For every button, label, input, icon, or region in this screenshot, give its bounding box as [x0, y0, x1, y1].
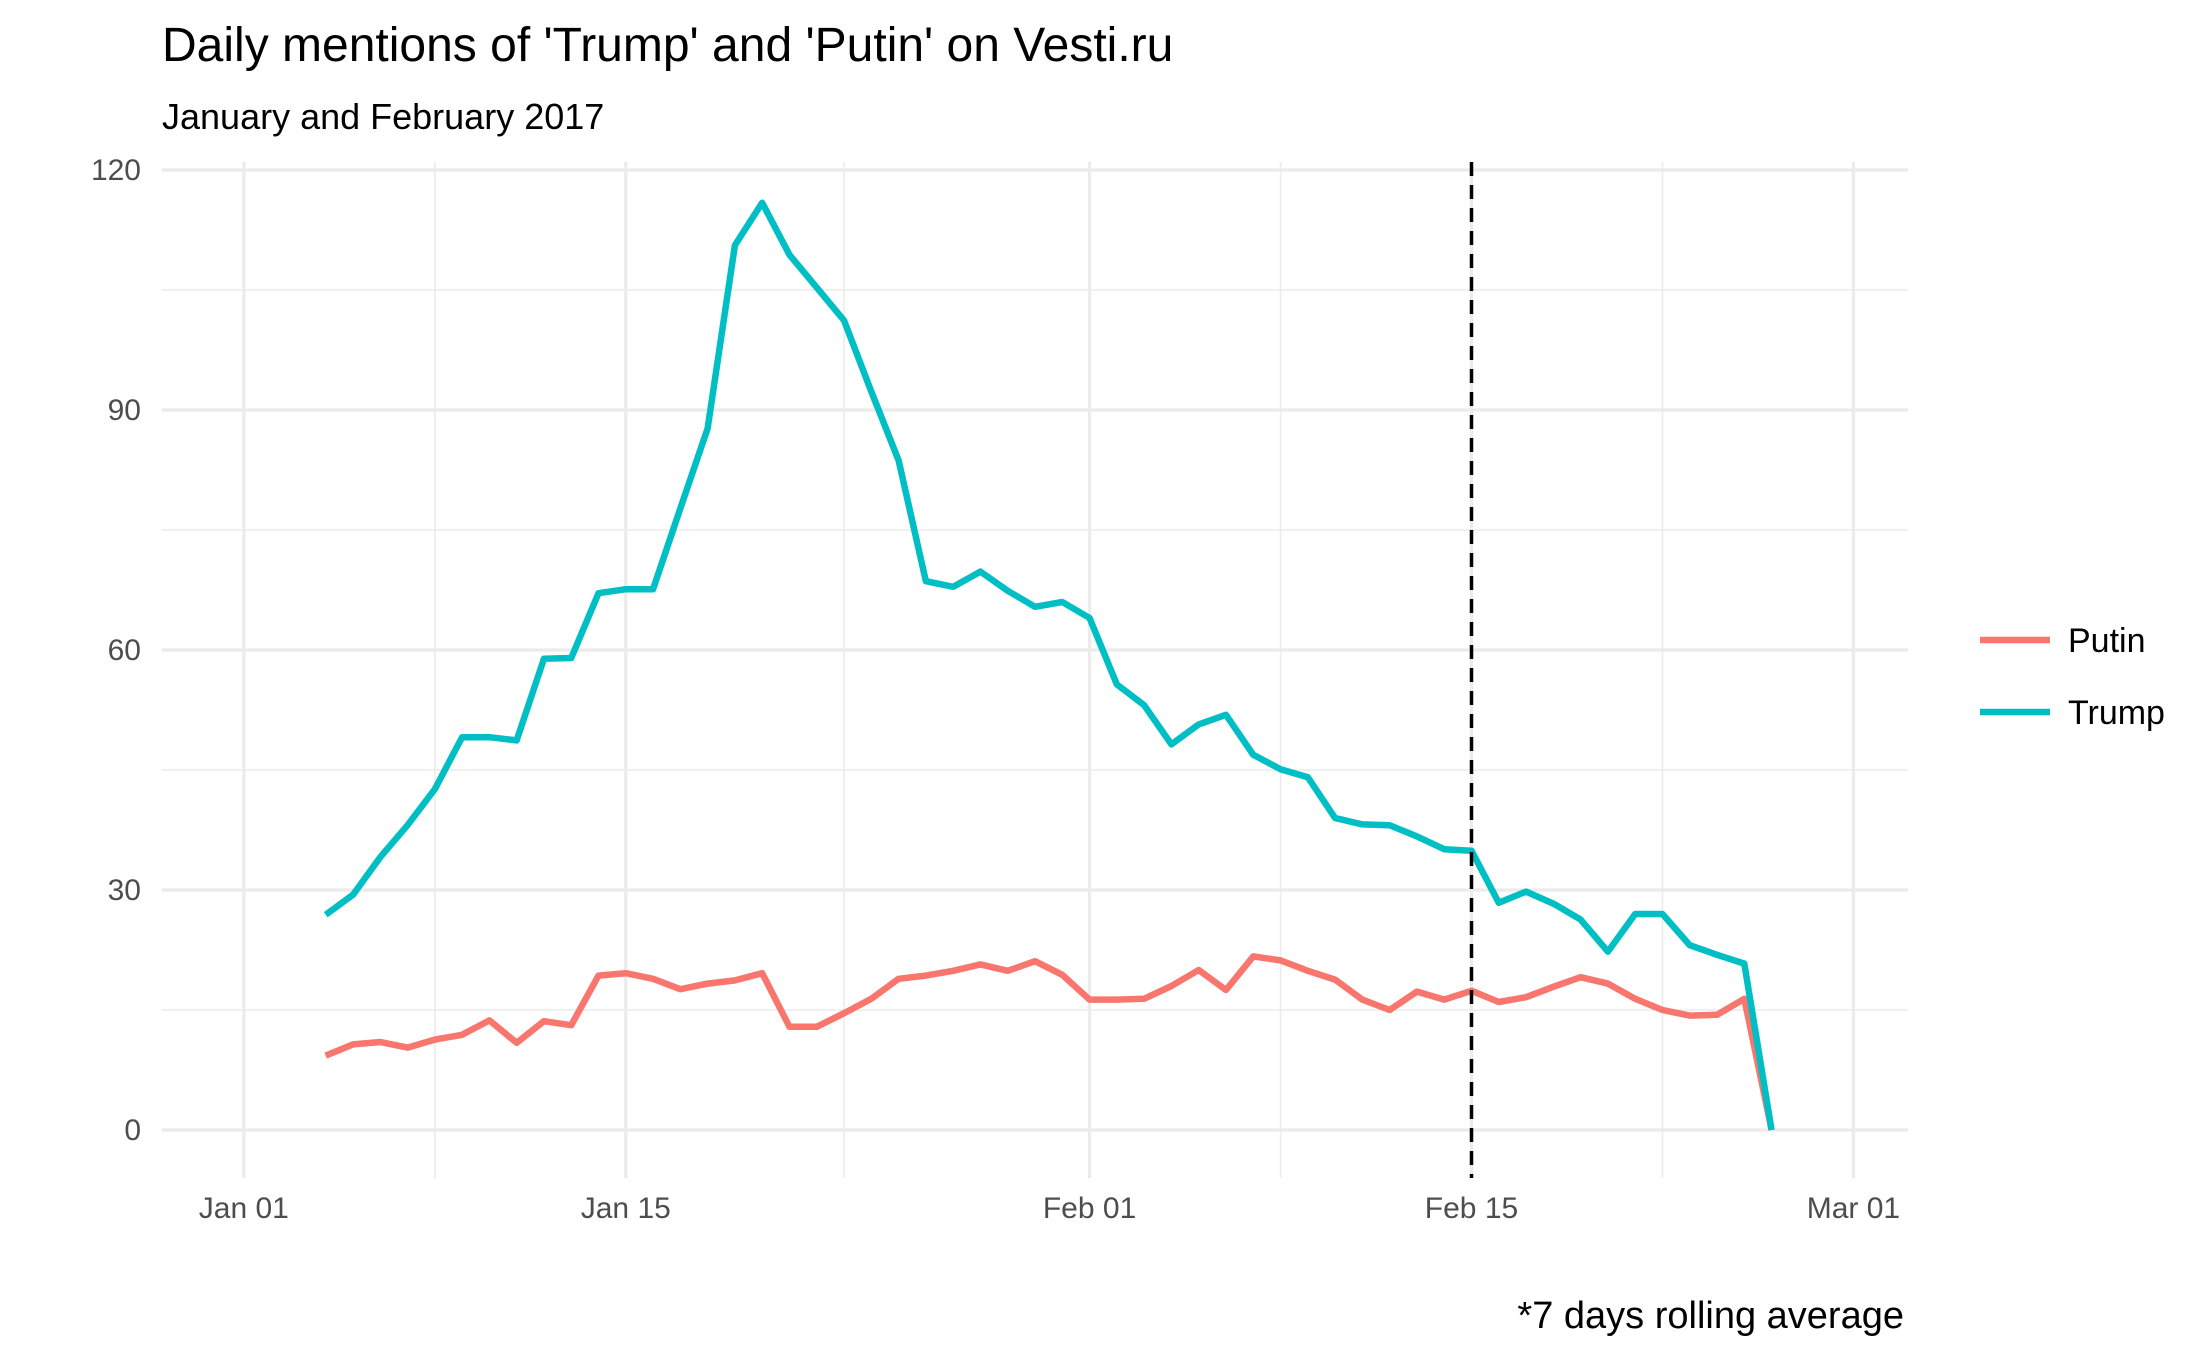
- minor-gridlines: [162, 162, 1908, 1178]
- legend-label-putin: Putin: [2068, 622, 2146, 660]
- x-tick-label: Feb 15: [1425, 1192, 1518, 1225]
- series-line-trump: [323, 199, 1775, 1131]
- major-gridlines: [162, 162, 1908, 1178]
- y-tick-label: 120: [91, 154, 141, 187]
- x-tick-label: Feb 01: [1043, 1192, 1136, 1225]
- y-tick-label: 0: [124, 1114, 141, 1147]
- y-tick-label: 30: [108, 874, 141, 907]
- legend: Putin Trump: [1980, 622, 2165, 732]
- y-tick-label: 60: [108, 634, 141, 667]
- chart-caption: *7 days rolling average: [1517, 1295, 1904, 1337]
- x-tick-label: Mar 01: [1807, 1192, 1900, 1225]
- y-axis: 0 30 60 90 120: [91, 154, 141, 1147]
- y-tick-label: 90: [108, 394, 141, 427]
- chart-subtitle: January and February 2017: [162, 96, 605, 137]
- chart-title: Daily mentions of 'Trump' and 'Putin' on…: [162, 19, 1174, 72]
- series-lines: [323, 199, 1775, 1131]
- x-tick-label: Jan 15: [581, 1192, 671, 1225]
- x-tick-label: Jan 01: [199, 1192, 289, 1225]
- series-line-putin: [324, 953, 1775, 1131]
- x-axis: Jan 01 Jan 15 Feb 01 Feb 15 Mar 01: [199, 1192, 1900, 1225]
- legend-label-trump: Trump: [2068, 694, 2165, 732]
